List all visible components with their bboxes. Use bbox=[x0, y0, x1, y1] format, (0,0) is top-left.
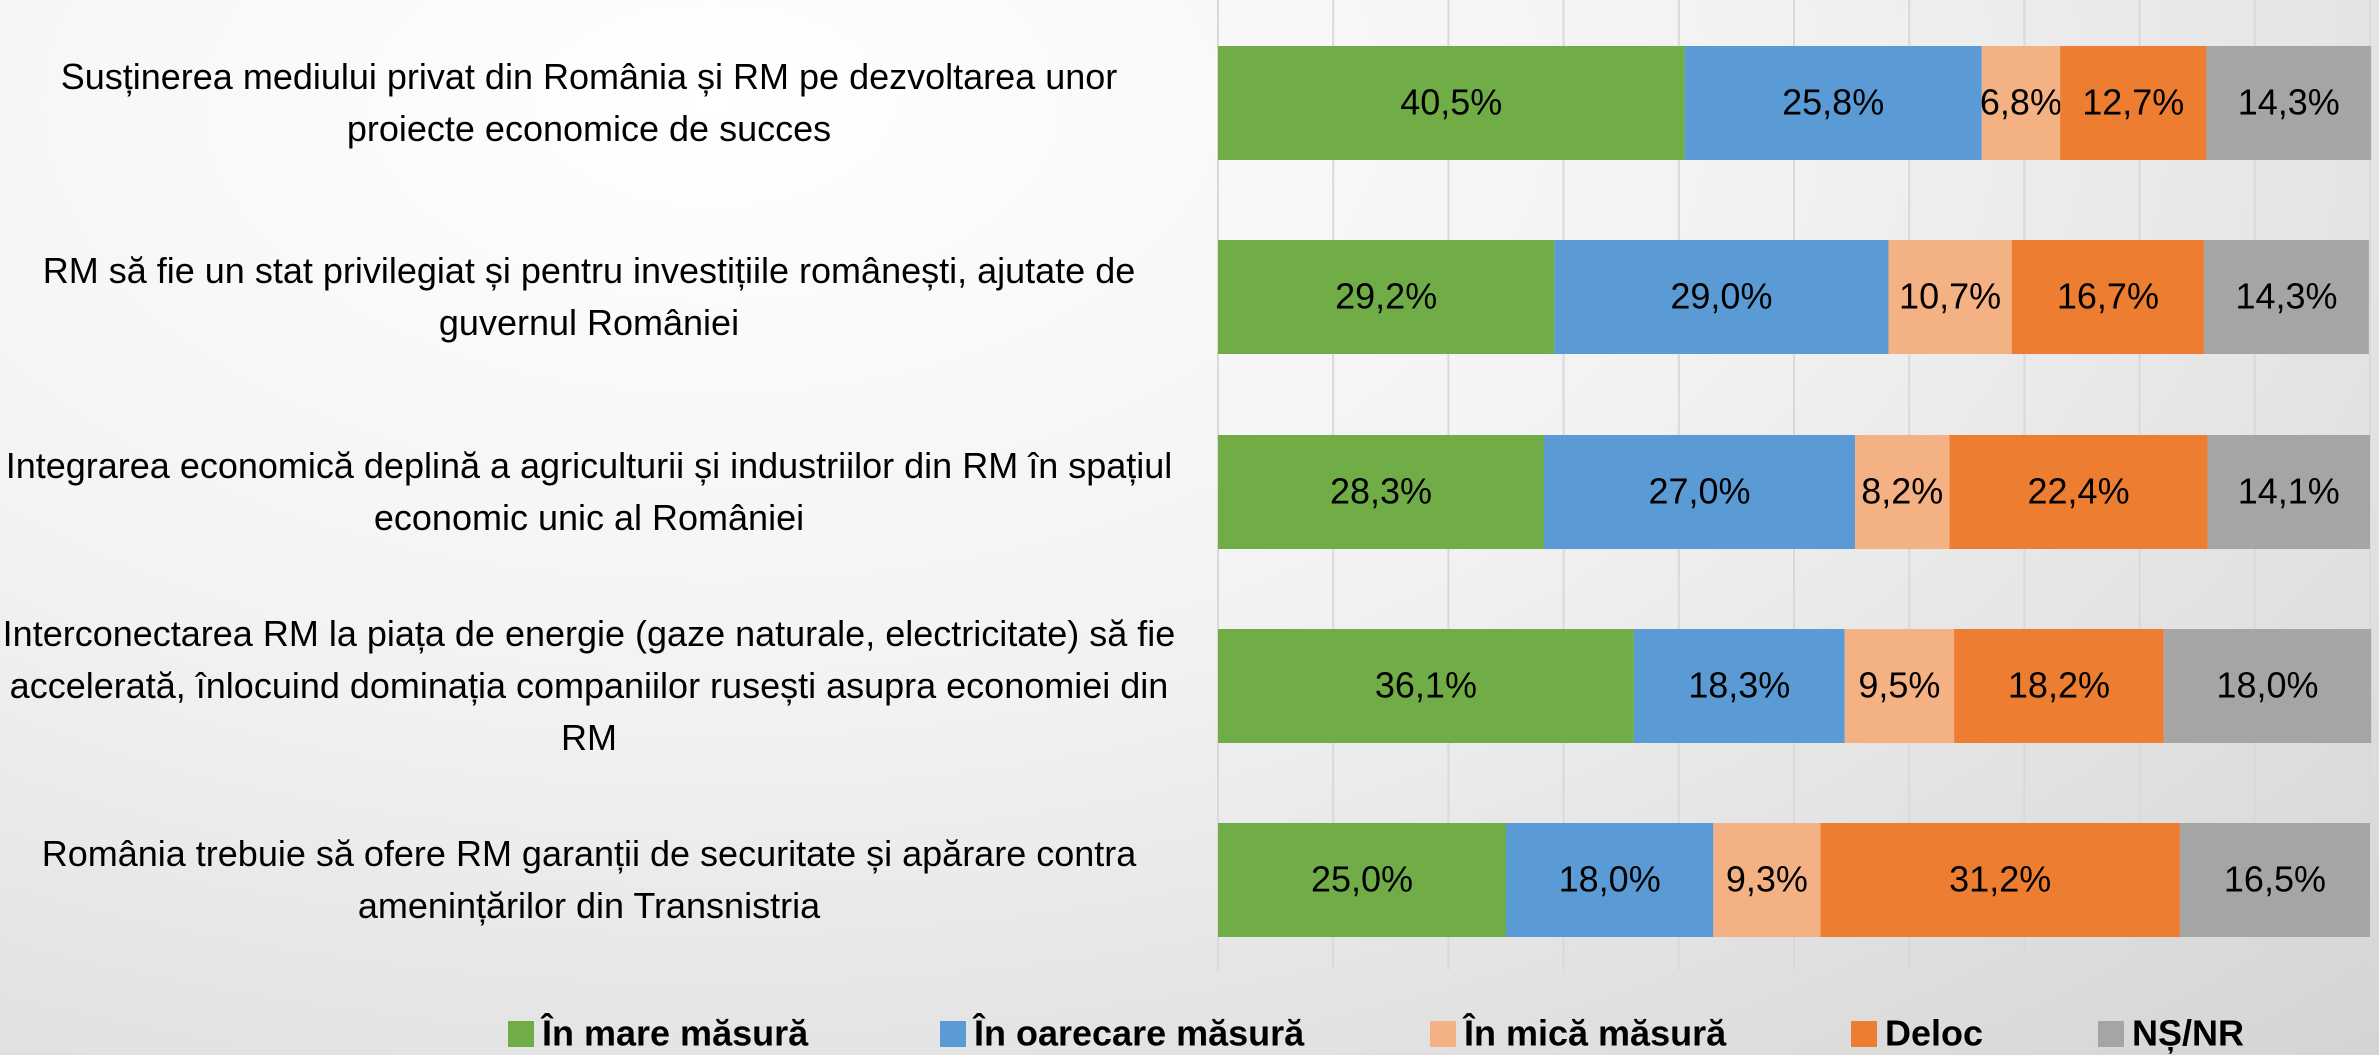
category-label: RM să fie un stat privilegiat și pentru … bbox=[42, 250, 1136, 343]
legend-swatch bbox=[1851, 1021, 1877, 1047]
bar-segment bbox=[1954, 629, 2164, 743]
value-label: 14,1% bbox=[2238, 471, 2340, 512]
value-label: 16,5% bbox=[2224, 859, 2326, 900]
value-label: 10,7% bbox=[1899, 276, 2001, 317]
bar-segment bbox=[2206, 46, 2372, 160]
bar-segment bbox=[1820, 823, 2180, 937]
bar-segment bbox=[1684, 46, 1982, 160]
legend-swatch bbox=[2098, 1021, 2124, 1047]
value-label: 40,5% bbox=[1400, 82, 1502, 123]
bar-segment bbox=[1218, 240, 1555, 354]
bar-segment bbox=[1218, 46, 1685, 160]
bar-segment bbox=[1888, 240, 2012, 354]
value-label: 9,5% bbox=[1858, 665, 1940, 706]
legend-text: NȘ/NR bbox=[2132, 1013, 2244, 1054]
category-label: Interconectarea RM la piața de energie (… bbox=[2, 613, 1176, 758]
value-label: 31,2% bbox=[1949, 859, 2051, 900]
category-label: Susținerea mediului privat din România ș… bbox=[60, 56, 1118, 149]
bar-segment bbox=[1844, 629, 1955, 743]
bar-segment bbox=[1544, 435, 1856, 549]
bar-segment bbox=[2207, 435, 2370, 549]
bar-segment bbox=[1855, 435, 1950, 549]
value-label: 25,8% bbox=[1782, 82, 1884, 123]
value-label: 16,7% bbox=[2057, 276, 2159, 317]
value-label: 36,1% bbox=[1375, 665, 1477, 706]
legend-text: În mică măsură bbox=[1462, 1012, 1727, 1054]
legend-text: În oarecare măsură bbox=[972, 1012, 1305, 1054]
legend-swatch bbox=[1430, 1021, 1456, 1047]
value-label: 28,3% bbox=[1330, 471, 1432, 512]
value-label: 27,0% bbox=[1648, 471, 1750, 512]
bar-segment bbox=[2204, 240, 2369, 354]
category-label: România trebuie să ofere RM garanții de … bbox=[41, 833, 1137, 926]
bar-segment bbox=[1981, 46, 2061, 160]
value-label: 29,2% bbox=[1335, 276, 1437, 317]
bar-segment bbox=[2179, 823, 2370, 937]
value-label: 18,2% bbox=[2008, 665, 2110, 706]
legend-text: Deloc bbox=[1885, 1013, 1983, 1054]
value-label: 14,3% bbox=[2235, 276, 2337, 317]
value-label: 18,0% bbox=[2216, 665, 2318, 706]
bar-segment bbox=[1218, 435, 1545, 549]
value-label: 18,0% bbox=[1559, 859, 1661, 900]
value-label: 6,8% bbox=[1980, 82, 2062, 123]
bar-segment bbox=[1218, 629, 1634, 743]
legend-swatch bbox=[508, 1021, 534, 1047]
bar-segment bbox=[1506, 823, 1714, 937]
value-label: 22,4% bbox=[2028, 471, 2130, 512]
value-label: 8,2% bbox=[1861, 471, 1943, 512]
category-label: Integrarea economică deplină a agricultu… bbox=[5, 445, 1173, 538]
bar-segment bbox=[1633, 629, 1845, 743]
value-label: 14,3% bbox=[2238, 82, 2340, 123]
value-label: 9,3% bbox=[1726, 859, 1808, 900]
value-label: 29,0% bbox=[1670, 276, 1772, 317]
bar-segment bbox=[1713, 823, 1821, 937]
value-label: 12,7% bbox=[2082, 82, 2184, 123]
bar-segment bbox=[1218, 823, 1506, 937]
bar-segment bbox=[2060, 46, 2207, 160]
bar-segment bbox=[2011, 240, 2205, 354]
legend-text: În mare măsură bbox=[540, 1012, 809, 1054]
value-label: 25,0% bbox=[1311, 859, 1413, 900]
legend-swatch bbox=[940, 1021, 966, 1047]
bar-segment bbox=[1949, 435, 2208, 549]
bar-segment bbox=[1554, 240, 1889, 354]
value-label: 18,3% bbox=[1688, 665, 1790, 706]
bar-segment bbox=[2163, 629, 2372, 743]
